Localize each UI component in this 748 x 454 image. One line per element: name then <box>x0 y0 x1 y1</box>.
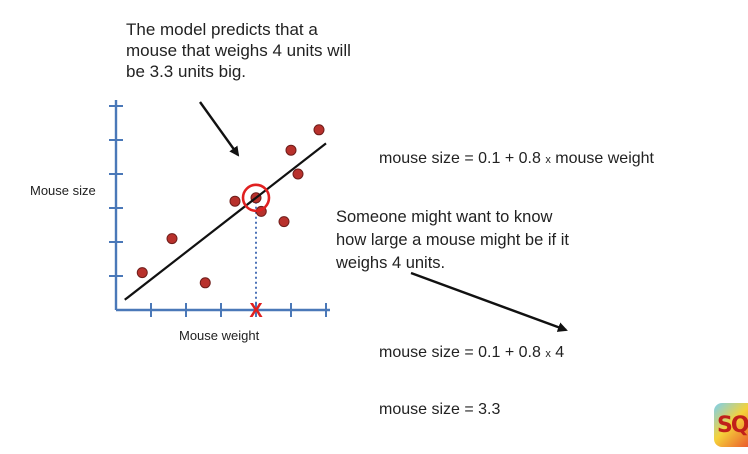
times-sign: x <box>545 154 551 166</box>
callout-line-2: mouse that weighs 4 units will <box>126 41 351 60</box>
general-equation: mouse size = 0.1 + 0.8 x mouse weight <box>379 149 654 169</box>
channel-logo: SQ <box>714 403 748 447</box>
substituted-value: 4 <box>555 344 565 361</box>
equation-prefix: mouse size = 0.1 + 0.8 <box>379 150 541 167</box>
note-arrow <box>410 271 568 332</box>
data-point-1 <box>136 267 148 279</box>
x-axis-label: Mouse weight <box>179 328 260 343</box>
predicted-weight-marker: X <box>249 300 263 322</box>
data-point-2 <box>166 233 178 245</box>
data-point-4 <box>229 195 241 207</box>
data-point-3 <box>199 277 211 289</box>
prediction-highlight-circle <box>241 183 271 213</box>
note-line-2: how large a mouse might be if it <box>336 231 569 249</box>
y-axis-label: Mouse size <box>30 183 96 198</box>
result-equation: mouse size = 3.3 <box>379 401 501 418</box>
data-point-7 <box>278 216 290 228</box>
note-line-3: weighs 4 units. <box>336 254 446 272</box>
question-note: Someone might want to know how large a m… <box>336 207 569 276</box>
equation-suffix: mouse weight <box>555 150 654 167</box>
note-line-1: Someone might want to know <box>336 208 553 226</box>
callout-arrow <box>199 101 240 157</box>
regression-line <box>124 142 327 301</box>
callout-line-1: The model predicts that a <box>126 20 318 39</box>
data-point-10 <box>313 124 325 136</box>
data-point-8 <box>285 144 297 156</box>
substituted-equation: mouse size = 0.1 + 0.8 x 4 <box>379 343 564 363</box>
data-point-9 <box>292 168 304 180</box>
times-sign-2: x <box>545 348 551 360</box>
substituted-prefix: mouse size = 0.1 + 0.8 <box>379 344 541 361</box>
prediction-callout: The model predicts that a mouse that wei… <box>126 20 351 83</box>
callout-line-3: be 3.3 units big. <box>126 62 247 81</box>
